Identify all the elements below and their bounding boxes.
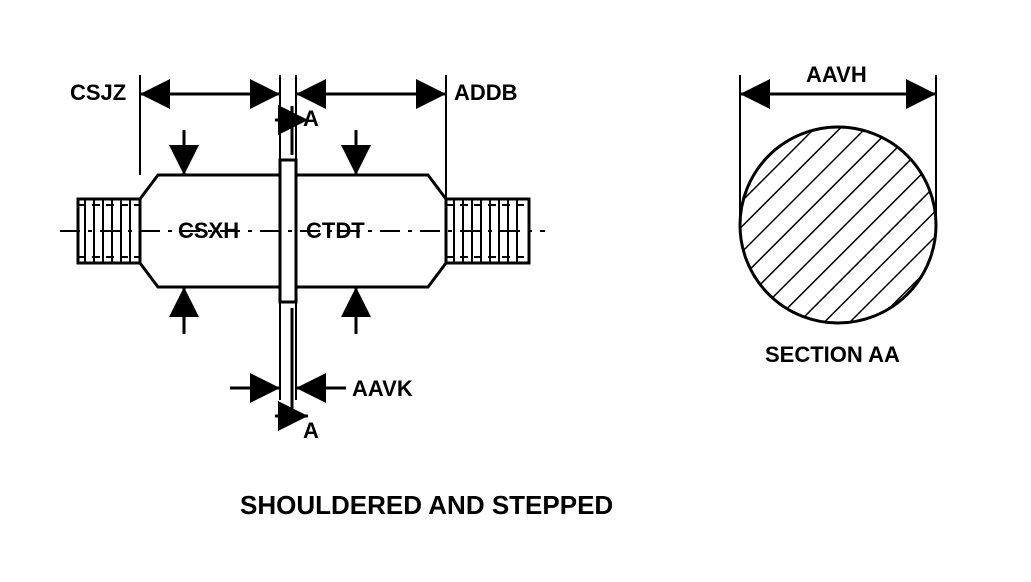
label-section-a-top: A [303, 106, 319, 132]
label-ctdt: CTDT [306, 218, 365, 244]
label-section-caption: SECTION AA [765, 342, 900, 368]
label-aavh: AAVH [806, 62, 867, 88]
label-aavk: AAVK [352, 376, 413, 402]
label-csxh: CSXH [178, 218, 239, 244]
label-csjz: CSJZ [70, 80, 126, 106]
diagram-root: CSJZ ADDB A A CSXH CTDT AAVK AAVH SECTIO… [0, 0, 1031, 577]
dimension-addb [296, 75, 446, 199]
dimension-csjz [140, 75, 280, 175]
section-circle [740, 127, 936, 323]
label-section-a-bottom: A [303, 418, 319, 444]
diagram-title: SHOULDERED AND STEPPED [240, 490, 613, 521]
label-addb: ADDB [454, 80, 518, 106]
dimension-aavk [230, 302, 346, 400]
